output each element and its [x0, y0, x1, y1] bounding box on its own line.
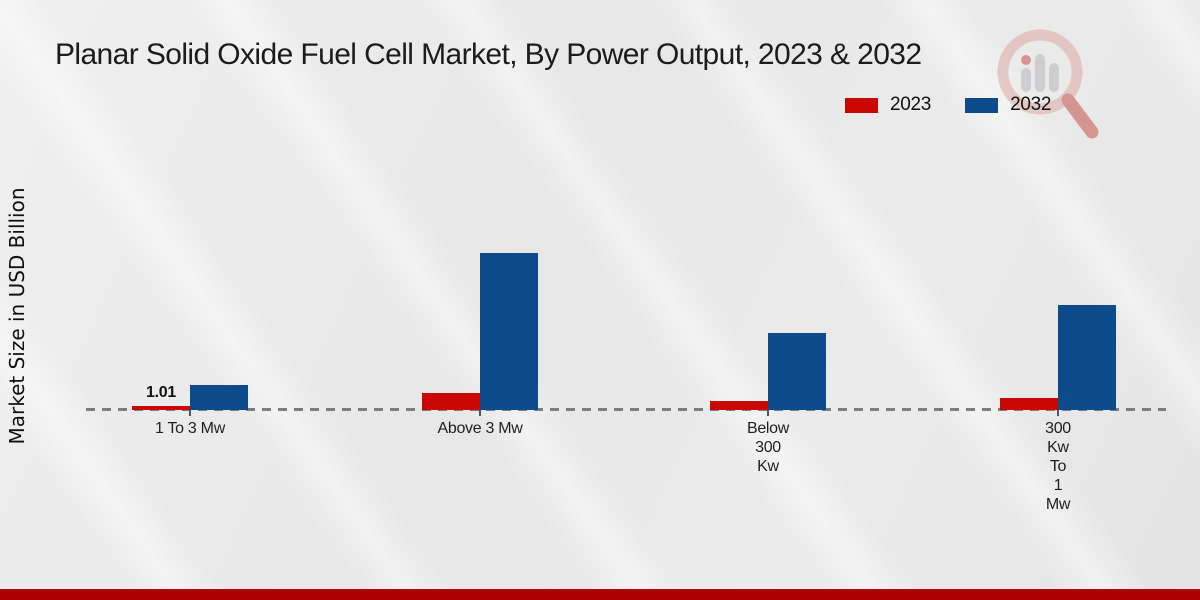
category-label: Below 300 Kw [746, 420, 790, 475]
x-axis-tick [1057, 410, 1059, 416]
chart-title: Planar Solid Oxide Fuel Cell Market, By … [55, 38, 922, 71]
bar-2032-3 [768, 333, 826, 410]
category-label: Above 3 Mw [437, 420, 523, 437]
legend-swatch-2032 [965, 97, 999, 113]
legend: 2023 2032 [845, 94, 1051, 116]
bar-2023-2 [422, 393, 480, 410]
bar-2023-4 [1000, 398, 1058, 410]
category-label: 300 Kw To 1 Mw [1045, 420, 1071, 513]
category-label: 1 To 3 Mw [155, 420, 225, 437]
bar-2032-4 [1058, 305, 1116, 410]
x-axis-tick [189, 410, 191, 416]
bar-2023-3 [710, 401, 768, 410]
bar-value-label: 1.01 [146, 384, 176, 401]
legend-swatch-2023 [845, 97, 878, 113]
x-axis-tick [479, 410, 481, 416]
bar-2032-1 [190, 385, 248, 410]
bar-2032-2 [480, 253, 538, 410]
legend-label-2032: 2032 [1010, 94, 1052, 115]
market-research-magnifier-logo-icon [997, 29, 1099, 139]
footer-red-band [0, 589, 1200, 600]
x-axis-baseline [86, 408, 1166, 411]
x-axis-tick [767, 410, 769, 416]
legend-label-2023: 2023 [890, 94, 932, 115]
y-axis-label: Market Size in USD Billion [5, 187, 29, 445]
bar-2023-1 [132, 406, 190, 410]
